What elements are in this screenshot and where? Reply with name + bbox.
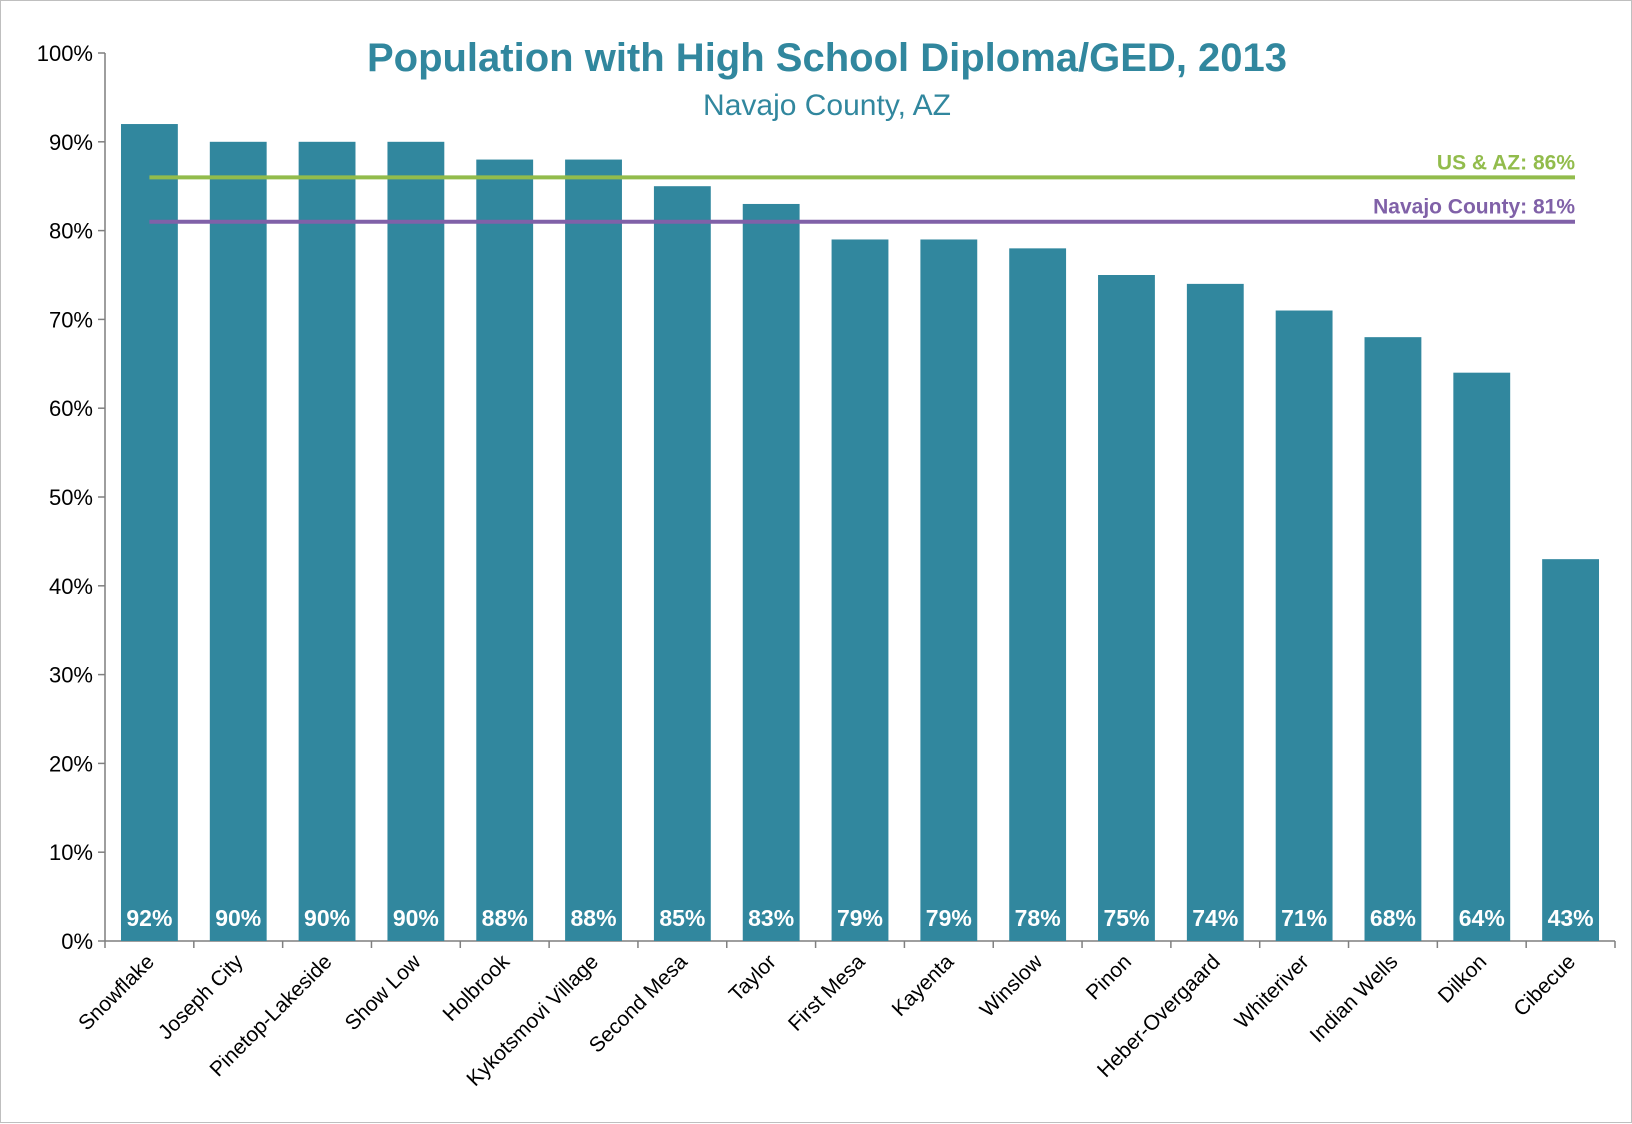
- bar: [1009, 248, 1067, 942]
- bar-value-label: 79%: [837, 905, 883, 931]
- bar-value-label: 75%: [1103, 905, 1149, 931]
- bar: [653, 186, 711, 941]
- y-tick-label: 10%: [49, 840, 93, 865]
- y-tick-label: 50%: [49, 485, 93, 510]
- y-tick-label: 70%: [49, 307, 93, 332]
- x-category-label: Indian Wells: [1306, 950, 1403, 1047]
- chart-subtitle: Navajo County, AZ: [703, 89, 951, 122]
- y-tick-label: 20%: [49, 751, 93, 776]
- x-category-label: Snowflake: [74, 950, 159, 1035]
- x-category-label: Cibecue: [1509, 950, 1580, 1021]
- x-category-label: Taylor: [725, 950, 781, 1006]
- y-tick-label: 60%: [49, 396, 93, 421]
- x-category-label: Show Low: [341, 950, 426, 1035]
- bar-value-label: 74%: [1192, 905, 1238, 931]
- bars: 92% 90% 90% 90% 88% 88% 85% 83% 79% 79% 78% 75% 74% 7…: [120, 124, 1600, 942]
- bar: [387, 141, 445, 942]
- y-axis: 0% 10% 20% 30% 40% 50% 60% 70% 80% 90% 100%: [37, 41, 106, 954]
- reference-line-label: US & AZ: 86%: [1437, 151, 1575, 174]
- y-tick-label: 90%: [49, 130, 93, 155]
- x-category-label: Kayenta: [888, 950, 959, 1021]
- bar: [1098, 275, 1155, 941]
- reference-lines: US & AZ: 86% Navajo County: 81%: [149, 151, 1575, 224]
- bar-value-label: 88%: [482, 905, 528, 931]
- y-tick-label: 30%: [49, 663, 93, 688]
- bar: [742, 203, 800, 941]
- y-tick-label: 40%: [49, 574, 93, 599]
- bar-value-label: 90%: [393, 905, 439, 931]
- bar-value-label: 68%: [1370, 905, 1416, 931]
- bar-value-label: 71%: [1281, 905, 1327, 931]
- reference-line-label: Navajo County: 81%: [1373, 196, 1575, 219]
- bar: [476, 159, 534, 941]
- x-category-label: Dilkon: [1434, 950, 1492, 1008]
- bar: [565, 159, 622, 941]
- x-category-label: First Mesa: [784, 950, 870, 1036]
- x-category-label: Winslow: [976, 950, 1048, 1022]
- bar-value-label: 64%: [1459, 905, 1505, 931]
- bar-value-label: 90%: [304, 905, 350, 931]
- bar-value-label: 79%: [926, 905, 972, 931]
- bar: [120, 124, 178, 942]
- bar: [298, 141, 356, 942]
- x-category-label: Pinon: [1082, 950, 1136, 1004]
- bar-value-label: 83%: [748, 905, 794, 931]
- bar-value-label: 78%: [1015, 905, 1061, 931]
- x-category-label: Joseph City: [154, 950, 248, 1044]
- chart-title: Population with High School Diploma/GED,…: [367, 36, 1287, 80]
- bar: [1453, 372, 1511, 941]
- bar: [831, 239, 889, 942]
- bar: [1542, 559, 1600, 941]
- x-category-label: Whiteriver: [1231, 950, 1314, 1033]
- bar: [209, 141, 267, 942]
- y-tick-label: 0%: [61, 929, 93, 954]
- bar-value-label: 43%: [1548, 905, 1594, 931]
- bar-value-label: 85%: [659, 905, 705, 931]
- bar: [920, 239, 978, 942]
- x-category-label: Holbrook: [439, 950, 515, 1026]
- y-tick-label: 100%: [37, 41, 93, 66]
- y-tick-label: 80%: [49, 219, 93, 244]
- bar-value-label: 92%: [126, 905, 172, 931]
- bar-value-label: 90%: [215, 905, 261, 931]
- bar: [1186, 283, 1244, 941]
- bar: [1275, 310, 1333, 941]
- bar: [1364, 337, 1422, 941]
- bar-value-label: 88%: [571, 905, 617, 931]
